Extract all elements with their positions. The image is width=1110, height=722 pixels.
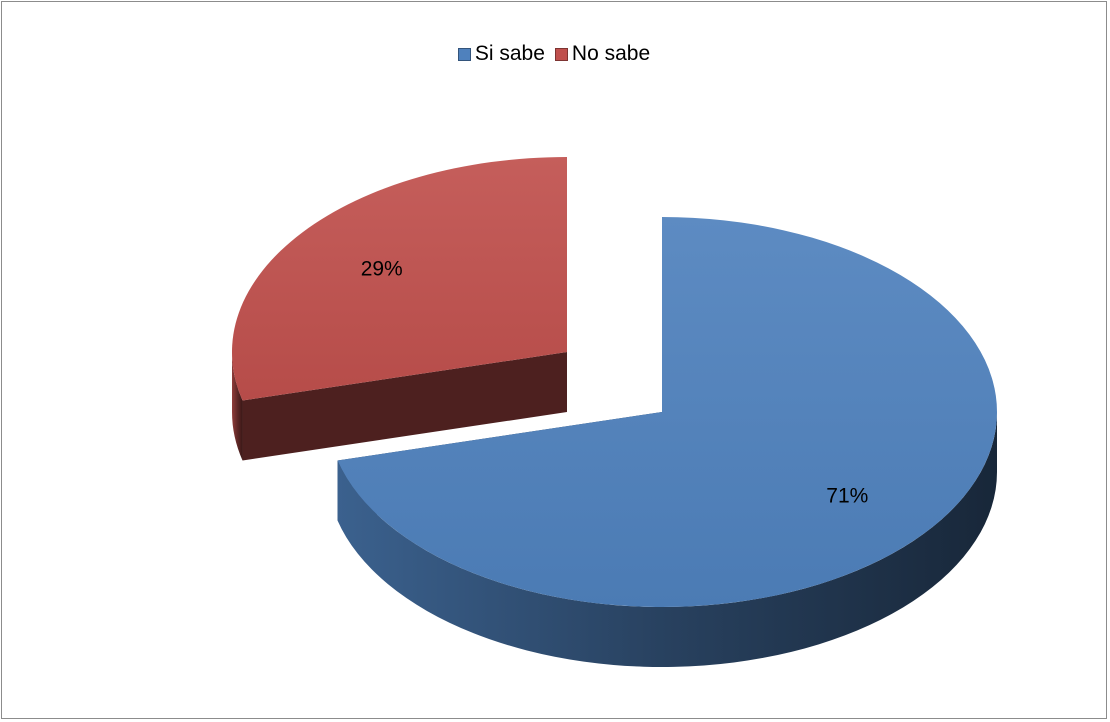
data-label-si-sabe: 71% [826,485,868,508]
data-label-no-sabe: 29% [361,257,403,280]
legend-swatch-si-sabe [457,47,471,61]
pie-slice-si-sabe: 71% [337,217,997,668]
slice-top-face [232,157,567,401]
legend-item-si-sabe: Si sabe [457,42,545,66]
slice-cut-face [242,352,567,461]
slice-outer-wall [232,352,243,461]
pie-slice-no-sabe: 29% [232,157,567,461]
legend-swatch-no-sabe [554,47,568,61]
legend-label-si-sabe: Si sabe [474,42,545,65]
legend: Si sabe No sabe [2,42,1106,66]
legend-label-no-sabe: No sabe [571,42,651,65]
slice-outer-wall [337,412,997,668]
slice-top-face [337,217,997,607]
legend-item-no-sabe: No sabe [554,42,651,66]
